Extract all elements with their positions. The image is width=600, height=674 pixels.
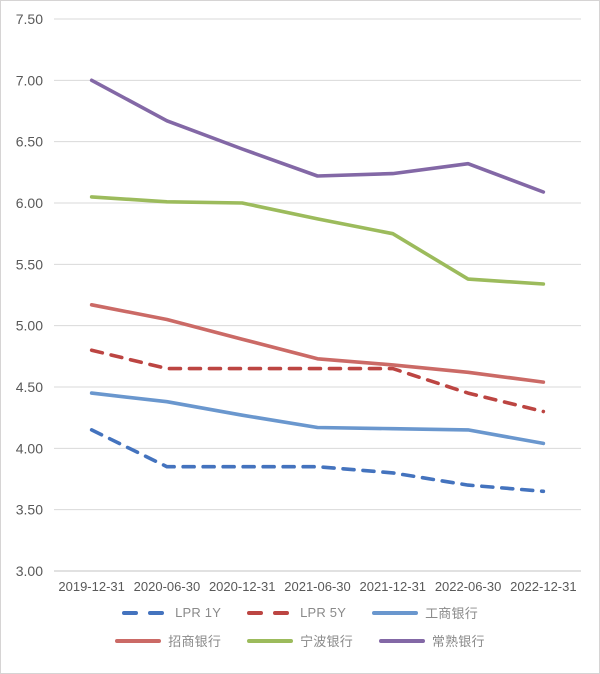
x-axis-tick-label: 2022-06-30: [435, 579, 502, 594]
series-line-LPR 1Y: [89, 428, 546, 494]
y-axis-tick-label: 5.50: [16, 256, 43, 272]
legend-item: 工商银行: [372, 603, 478, 622]
x-axis-tick-label: 2021-06-30: [284, 579, 351, 594]
series-line-LPR 5Y: [89, 348, 546, 414]
series-line-宁波银行: [89, 195, 546, 286]
legend-item: LPR 1Y: [122, 605, 221, 620]
legend-line-swatch: [372, 610, 419, 615]
legend-item: 宁波银行: [247, 631, 353, 650]
legend-label: 宁波银行: [300, 634, 353, 649]
legend-label: 工商银行: [425, 606, 478, 621]
y-axis-tick-label: 7.50: [16, 11, 43, 27]
series-line-招商银行: [89, 302, 546, 384]
legend-line-swatch: [122, 610, 169, 615]
legend-label: 常熟银行: [431, 634, 485, 649]
legend-label: LPR 5Y: [300, 605, 347, 620]
legend-label: LPR 1Y: [175, 605, 222, 620]
y-axis-tick-label: 3.00: [16, 563, 43, 579]
legend-item: 招商银行: [115, 631, 221, 650]
y-axis-tick-label: 6.00: [16, 195, 43, 211]
legend-line-swatch: [247, 638, 294, 643]
y-axis-tick-label: 4.00: [16, 440, 43, 456]
series-line-常熟银行: [89, 78, 546, 194]
x-axis-tick-label: 2020-12-31: [209, 579, 276, 594]
y-axis-tick-label: 5.00: [16, 318, 43, 334]
legend-line-swatch: [247, 610, 294, 615]
y-axis-tick-label: 3.50: [16, 502, 43, 518]
y-axis-tick-label: 7.00: [16, 72, 43, 88]
y-axis-tick-label: 4.50: [16, 379, 43, 395]
x-axis-tick-label: 2021-12-31: [360, 579, 427, 594]
x-axis-tick-label: 2019-12-31: [58, 579, 125, 594]
legend-line-swatch: [115, 638, 162, 643]
y-axis-tick-label: 6.50: [16, 134, 43, 150]
x-axis-tick-label: 2020-06-30: [134, 579, 201, 594]
legend-item: 常熟银行: [378, 631, 485, 650]
legend-label: 招商银行: [168, 634, 222, 649]
legend-row: LPR 1Y LPR 5Y 工商银行: [122, 603, 478, 622]
legend-row: 招商银行 宁波银行 常熟银行: [115, 631, 485, 650]
x-axis-tick-label: 2022-12-31: [510, 579, 577, 594]
legend-line-swatch: [378, 638, 425, 643]
chart-legend: LPR 1Y LPR 5Y 工商银行招商银行 宁波银行 常熟银行: [1, 603, 599, 650]
legend-item: LPR 5Y: [247, 605, 346, 620]
series-line-工商银行: [89, 391, 546, 446]
